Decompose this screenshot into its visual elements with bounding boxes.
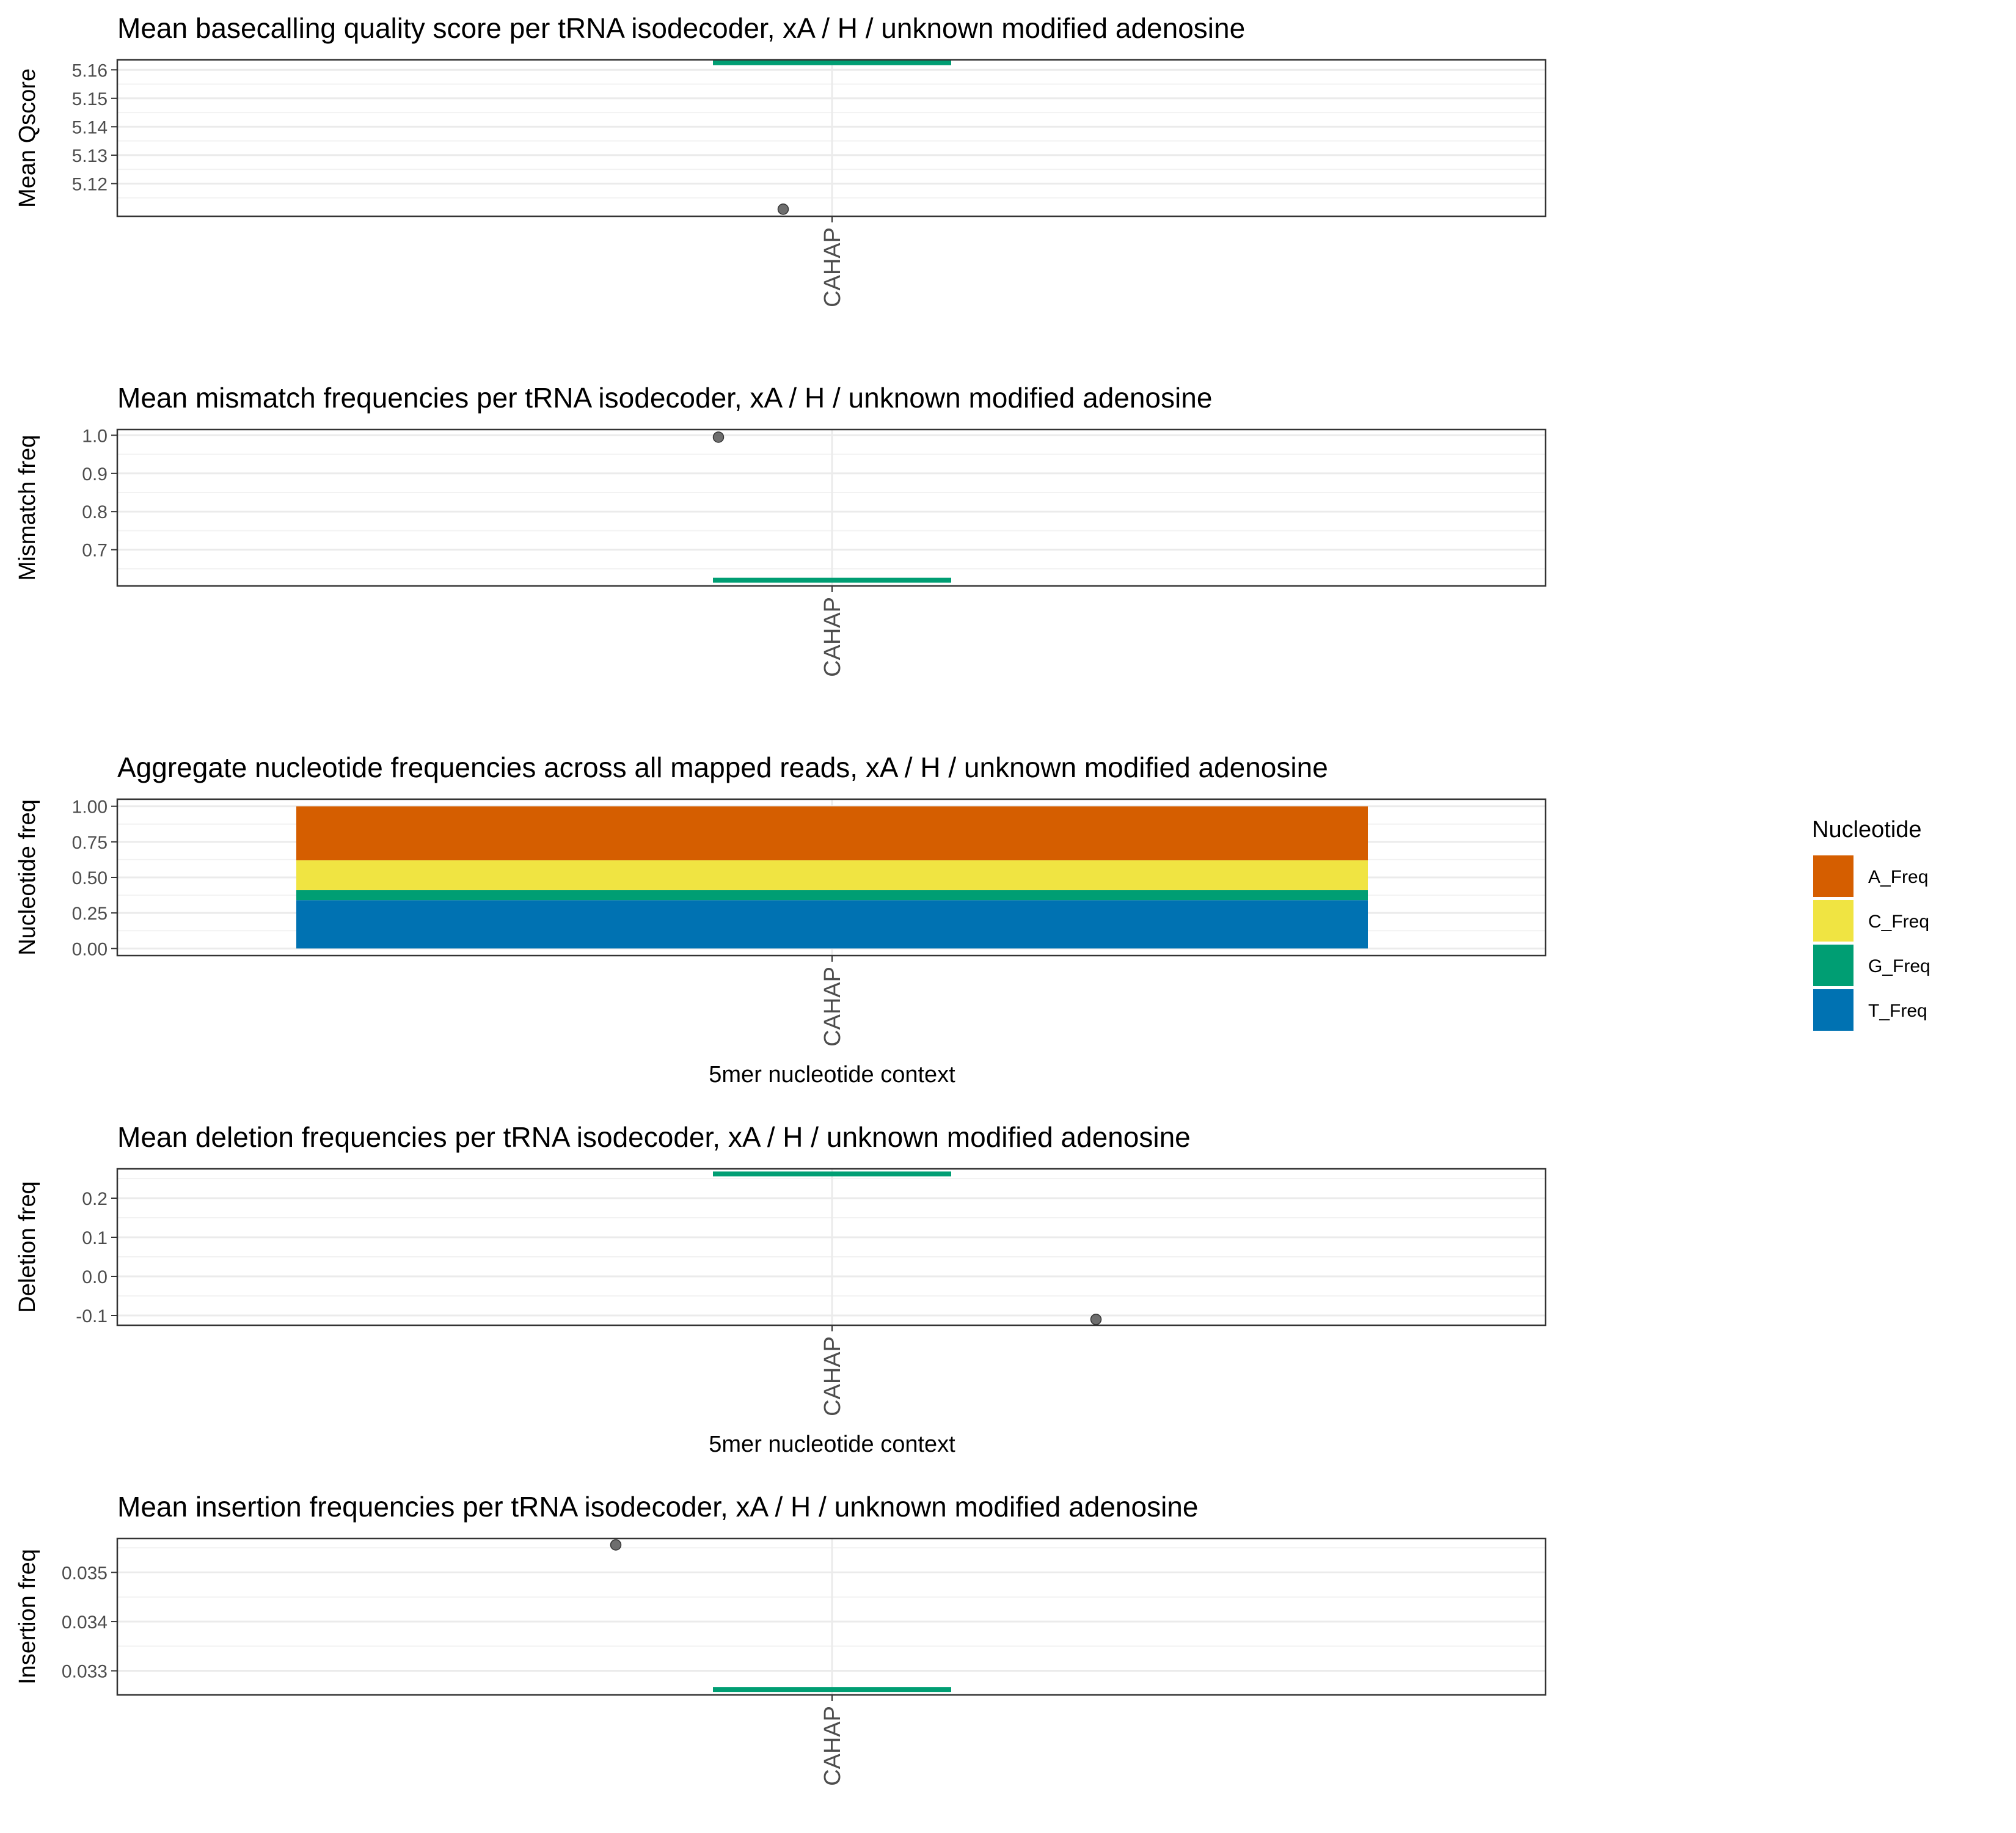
- y-axis-label: Insertion freq: [15, 1549, 40, 1685]
- data-point: [1090, 1314, 1102, 1325]
- y-tick-label: 5.16: [72, 60, 108, 81]
- panel-1: Mean basecalling quality score per tRNA …: [15, 12, 1547, 307]
- y-tick-label: 5.15: [72, 89, 108, 109]
- y-tick-label: 0.8: [82, 502, 108, 522]
- x-tick-label: CAHAP: [820, 227, 845, 307]
- y-tick-label: 0.7: [82, 541, 108, 561]
- y-tick-label: 0.9: [82, 464, 108, 485]
- legend-label: A_Freq: [1868, 867, 1928, 887]
- data-point: [777, 203, 789, 215]
- gridlines: [117, 60, 1546, 216]
- y-tick-label: 0.035: [62, 1564, 108, 1584]
- panel-title: Mean deletion frequencies per tRNA isode…: [117, 1121, 1191, 1153]
- y-tick-label: 0.2: [82, 1189, 108, 1209]
- gridlines: [117, 1538, 1546, 1695]
- bar-segment-g-freq: [296, 890, 1368, 901]
- x-tick-label: CAHAP: [820, 597, 845, 677]
- y-tick-label: 5.14: [72, 117, 108, 137]
- y-tick-label: 0.033: [62, 1662, 108, 1682]
- y-axis-label: Deletion freq: [15, 1181, 40, 1312]
- panel-4: Mean deletion frequencies per tRNA isode…: [15, 1121, 1547, 1457]
- y-tick-label: 0.1: [82, 1228, 108, 1248]
- legend-label: C_Freq: [1868, 912, 1929, 932]
- panel-2: Mean mismatch frequencies per tRNA isode…: [15, 382, 1547, 677]
- panel-title: Mean basecalling quality score per tRNA …: [117, 12, 1245, 44]
- y-tick-label: 0.25: [72, 904, 108, 924]
- legend-label: T_Freq: [1868, 1001, 1927, 1021]
- panel-5: Mean insertion frequencies per tRNA isod…: [15, 1491, 1547, 1786]
- legend: Nucleotide A_Freq C_Freq G_Freq T_Freq: [1812, 817, 1930, 1031]
- y-tick-label: 0.034: [62, 1612, 108, 1633]
- legend-swatch-t-freq: [1813, 989, 1853, 1031]
- y-tick-label: -0.1: [76, 1306, 108, 1326]
- legend-label: G_Freq: [1868, 956, 1930, 976]
- panel-title: Mean insertion frequencies per tRNA isod…: [117, 1491, 1198, 1523]
- legend-swatch-c-freq: [1813, 900, 1853, 942]
- gridlines: [117, 430, 1546, 586]
- x-axis-label: 5mer nucleotide context: [709, 1432, 955, 1457]
- y-axis-label: Mismatch freq: [15, 435, 40, 581]
- data-point: [610, 1539, 622, 1551]
- x-axis-label: 5mer nucleotide context: [709, 1062, 955, 1088]
- bar-segment-t-freq: [296, 900, 1368, 949]
- y-tick-label: 0.75: [72, 833, 108, 853]
- y-tick-label: 0.0: [82, 1267, 108, 1287]
- y-tick-label: 5.12: [72, 174, 108, 194]
- x-tick-label: CAHAP: [820, 1706, 845, 1786]
- legend-swatch-a-freq: [1813, 855, 1853, 897]
- panel-title: Aggregate nucleotide frequencies across …: [117, 752, 1328, 783]
- panel-3: Aggregate nucleotide frequencies across …: [15, 752, 1930, 1088]
- y-tick-label: 0.50: [72, 868, 108, 888]
- x-tick-label: CAHAP: [820, 967, 845, 1047]
- bar-segment-a-freq: [296, 806, 1368, 861]
- y-tick-label: 5.13: [72, 146, 108, 166]
- y-tick-label: 1.0: [82, 426, 108, 446]
- panel-title: Mean mismatch frequencies per tRNA isode…: [117, 382, 1212, 414]
- gridlines: [117, 1169, 1546, 1325]
- legend-title: Nucleotide: [1812, 817, 1922, 843]
- y-tick-label: 0.00: [72, 939, 108, 959]
- bar-segment-c-freq: [296, 860, 1368, 890]
- y-tick-label: 1.00: [72, 797, 108, 818]
- legend-swatch-g-freq: [1813, 945, 1853, 986]
- x-tick-label: CAHAP: [820, 1336, 845, 1416]
- y-axis-label: Nucleotide freq: [15, 799, 40, 956]
- y-axis-label: Mean Qscore: [15, 68, 40, 208]
- data-point: [712, 431, 725, 443]
